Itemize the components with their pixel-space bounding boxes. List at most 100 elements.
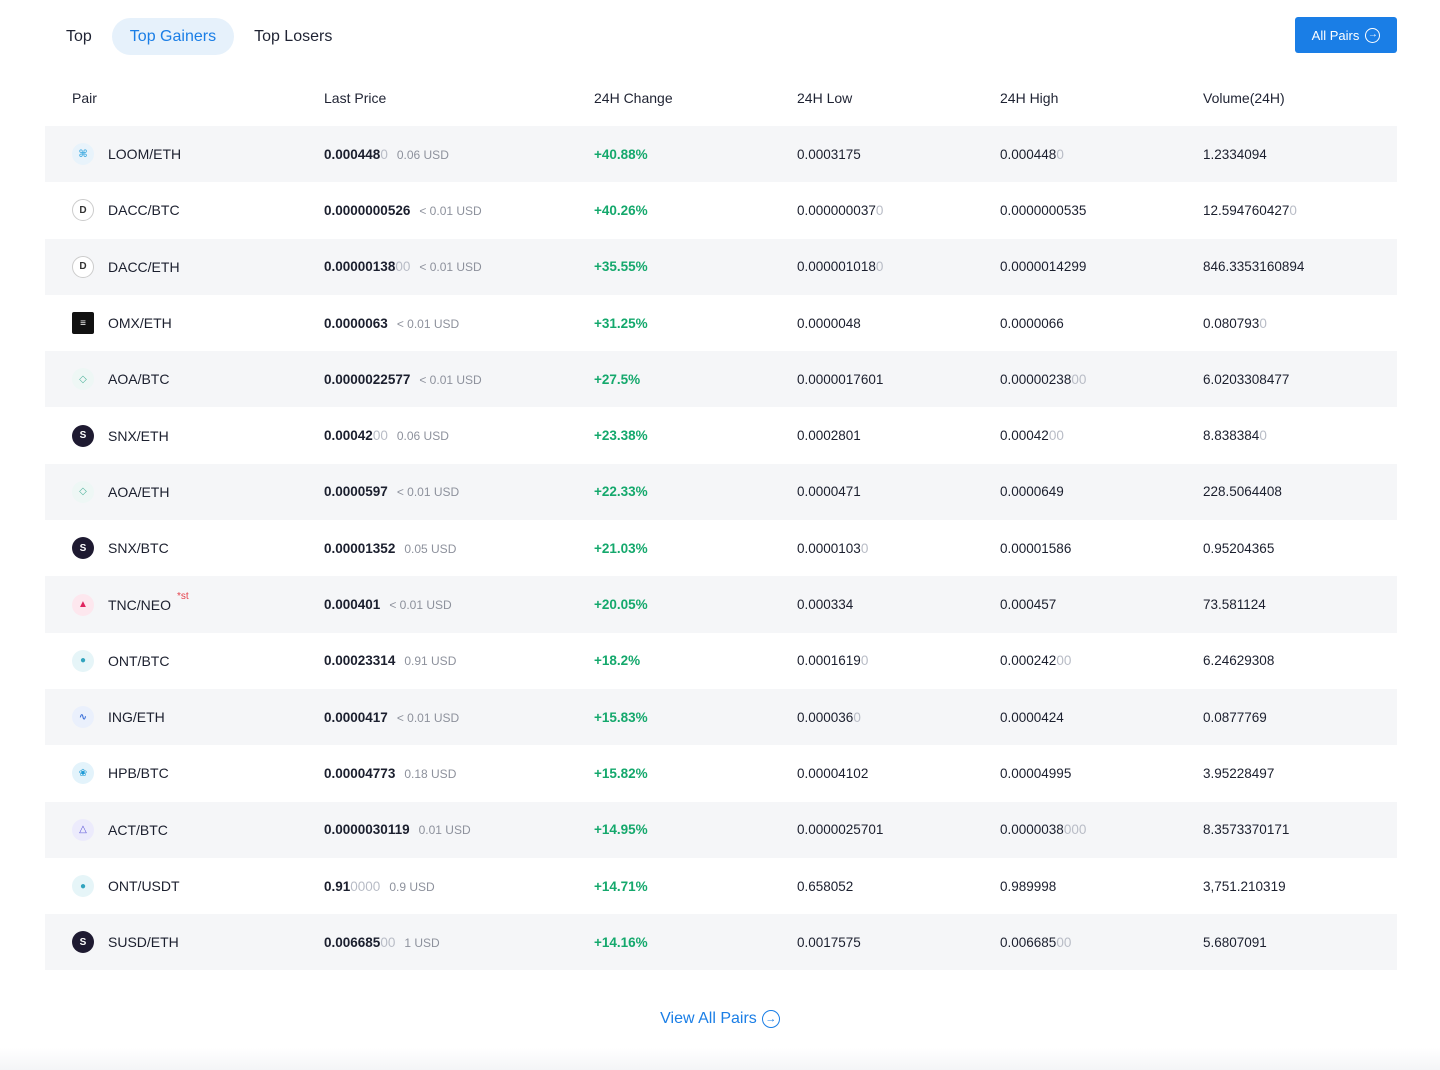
snx-icon: S bbox=[72, 424, 94, 447]
table-row[interactable]: ≡ OMX/ETH 0.0000063 < 0.01 USD +31.25% 0… bbox=[45, 295, 1397, 351]
omx-icon: ≡ bbox=[72, 312, 94, 335]
high-24h: 0.0000038000 bbox=[1000, 822, 1087, 838]
usd-price: 0.06 USD bbox=[396, 147, 449, 162]
table-row[interactable]: S SNX/BTC 0.00001352 0.05 USD +21.03% 0.… bbox=[45, 520, 1397, 576]
pair-cell: S SNX/ETH bbox=[45, 424, 324, 447]
change-24h: +20.05% bbox=[594, 597, 648, 613]
last-price-cell: 0.0000000526 < 0.01 USD bbox=[324, 203, 594, 218]
table-row[interactable]: △ ACT/BTC 0.0000030119 0.01 USD +14.95% … bbox=[45, 801, 1397, 858]
pair-cell: ● ONT/BTC bbox=[45, 649, 324, 672]
usd-price: 0.18 USD bbox=[404, 766, 457, 781]
low-24h: 0.00004102 bbox=[797, 765, 869, 781]
view-all-pairs: View All Pairs → bbox=[0, 1010, 1440, 1028]
last-price: 0.00001352 bbox=[324, 540, 396, 556]
usd-price: 0.06 USD bbox=[396, 429, 449, 444]
pair-name: AOA/BTC bbox=[108, 371, 170, 388]
usd-price: < 0.01 USD bbox=[419, 372, 482, 387]
high-24h: 0.00001586 bbox=[1000, 540, 1072, 556]
volume-24h: 8.8383840 bbox=[1203, 428, 1267, 444]
view-all-pairs-link[interactable]: View All Pairs → bbox=[660, 1010, 780, 1028]
table-row[interactable]: S SUSD/ETH 0.00668500 1 USD +14.16% 0.00… bbox=[45, 914, 1397, 971]
pair-name: SNX/BTC bbox=[108, 540, 169, 557]
last-price: 0.00023314 bbox=[324, 653, 396, 669]
usd-price: < 0.01 USD bbox=[396, 485, 460, 500]
footer-divider bbox=[0, 1048, 1440, 1070]
tab-top-losers[interactable]: Top Losers bbox=[254, 28, 333, 45]
high-24h: 0.0004200 bbox=[1000, 428, 1064, 444]
last-price-cell: 0.0004480 0.06 USD bbox=[324, 147, 594, 162]
table-row[interactable]: ▲ TNC/NEO *st 0.000401 < 0.01 USD +20.05… bbox=[45, 576, 1397, 633]
pair-cell: ◇ AOA/ETH bbox=[45, 480, 324, 503]
low-24h: 0.00016190 bbox=[797, 653, 869, 669]
high-24h: 0.00024200 bbox=[1000, 653, 1072, 669]
table-row[interactable]: ◇ AOA/ETH 0.0000597 < 0.01 USD +22.33% 0… bbox=[45, 463, 1397, 521]
column-header-pair[interactable]: Pair bbox=[72, 90, 97, 106]
pair-name: LOOM/ETH bbox=[108, 146, 182, 163]
ing-icon: ∿ bbox=[72, 706, 94, 729]
low-24h: 0.0017575 bbox=[797, 934, 861, 950]
change-24h: +21.03% bbox=[594, 540, 648, 556]
tab-top[interactable]: Top bbox=[66, 28, 92, 45]
table-body: ⌘ LOOM/ETH 0.0004480 0.06 USD +40.88% 0.… bbox=[45, 126, 1397, 971]
snx-icon: S bbox=[72, 537, 94, 560]
table-row[interactable]: S SNX/ETH 0.0004200 0.06 USD +23.38% 0.0… bbox=[45, 407, 1397, 463]
column-header-volume[interactable]: Volume(24H) bbox=[1203, 90, 1285, 106]
high-24h: 0.00004995 bbox=[1000, 765, 1072, 781]
low-24h: 0.0000025701 bbox=[797, 822, 884, 838]
table-row[interactable]: D DACC/BTC 0.0000000526 < 0.01 USD +40.2… bbox=[45, 182, 1397, 238]
last-price: 0.0000022577 bbox=[324, 371, 411, 387]
column-header-24h-low[interactable]: 24H Low bbox=[797, 90, 853, 106]
pair-name: HPB/BTC bbox=[108, 765, 169, 782]
market-table: Pair Last Price 24H Change 24H Low 24H H… bbox=[45, 70, 1397, 971]
low-24h: 0.0003175 bbox=[797, 146, 861, 162]
low-24h: 0.000334 bbox=[797, 597, 854, 613]
column-header-24h-change[interactable]: 24H Change bbox=[594, 90, 673, 106]
table-row[interactable]: ● ONT/USDT 0.910000 0.9 USD +14.71% 0.65… bbox=[45, 858, 1397, 914]
table-row[interactable]: D DACC/ETH 0.0000013800 < 0.01 USD +35.5… bbox=[45, 238, 1397, 295]
tab-top-gainers[interactable]: Top Gainers bbox=[111, 18, 235, 55]
st-tag: *st bbox=[177, 591, 189, 603]
pair-cell: ◇ AOA/BTC bbox=[45, 368, 324, 391]
last-price-cell: 0.00023314 0.91 USD bbox=[324, 653, 594, 668]
low-24h: 0.0000010180 bbox=[797, 259, 884, 275]
last-price: 0.0004480 bbox=[324, 146, 388, 162]
last-price-cell: 0.0000417 < 0.01 USD bbox=[324, 710, 594, 725]
pair-name: ONT/USDT bbox=[108, 878, 180, 894]
table-row[interactable]: ❀ HPB/BTC 0.00004773 0.18 USD +15.82% 0.… bbox=[45, 745, 1397, 801]
pair-name: AOA/ETH bbox=[108, 483, 170, 500]
last-price: 0.0000063 bbox=[324, 315, 388, 331]
pair-cell: ≡ OMX/ETH bbox=[45, 312, 324, 335]
change-24h: +23.38% bbox=[594, 428, 648, 444]
high-24h: 0.0000014299 bbox=[1000, 259, 1087, 275]
column-header-24h-high[interactable]: 24H High bbox=[1000, 90, 1059, 106]
usd-price: 0.01 USD bbox=[418, 823, 471, 838]
all-pairs-button[interactable]: All Pairs → bbox=[1295, 17, 1397, 53]
change-24h: +40.26% bbox=[594, 202, 648, 218]
pair-cell: S SUSD/ETH bbox=[45, 931, 324, 954]
volume-24h: 228.5064408 bbox=[1203, 484, 1282, 500]
table-row[interactable]: ⌘ LOOM/ETH 0.0004480 0.06 USD +40.88% 0.… bbox=[45, 126, 1397, 183]
table-row[interactable]: ∿ ING/ETH 0.0000417 < 0.01 USD +15.83% 0… bbox=[45, 688, 1397, 746]
usd-price: < 0.01 USD bbox=[396, 316, 460, 331]
low-24h: 0.00001030 bbox=[797, 540, 869, 556]
pair-name: ONT/BTC bbox=[108, 652, 170, 669]
aoa-icon: ◇ bbox=[72, 368, 94, 391]
column-header-last-price[interactable]: Last Price bbox=[324, 90, 387, 106]
usd-price: < 0.01 USD bbox=[419, 260, 482, 275]
last-price-cell: 0.910000 0.9 USD bbox=[324, 879, 594, 894]
last-price-trailing-zeros: 0 bbox=[380, 146, 388, 162]
ont-icon: ● bbox=[72, 875, 94, 897]
pair-cell: ❀ HPB/BTC bbox=[45, 762, 324, 785]
dacc-icon: D bbox=[72, 199, 94, 222]
usd-price: 0.91 USD bbox=[404, 654, 457, 669]
last-price-cell: 0.0000022577 < 0.01 USD bbox=[324, 372, 594, 387]
volume-24h: 1.2334094 bbox=[1203, 146, 1267, 162]
volume-24h: 6.24629308 bbox=[1203, 653, 1275, 669]
table-row[interactable]: ◇ AOA/BTC 0.0000022577 < 0.01 USD +27.5%… bbox=[45, 351, 1397, 408]
high-24h: 0.000457 bbox=[1000, 597, 1057, 613]
volume-24h: 6.0203308477 bbox=[1203, 371, 1290, 387]
volume-24h: 846.3353160894 bbox=[1203, 259, 1305, 275]
table-row[interactable]: ● ONT/BTC 0.00023314 0.91 USD +18.2% 0.0… bbox=[45, 633, 1397, 689]
pair-name: SUSD/ETH bbox=[108, 934, 179, 951]
arrow-right-circle-icon: → bbox=[761, 1010, 780, 1028]
